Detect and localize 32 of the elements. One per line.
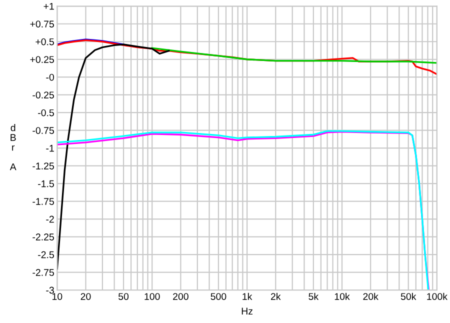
x-tick-label: 2k	[270, 292, 281, 300]
x-tick-label: 20k	[363, 292, 378, 300]
y-tick-label: +0.75	[30, 20, 54, 28]
x-axis-title: Hz	[242, 308, 253, 314]
y-tick-label: +0.5	[36, 38, 54, 46]
y-tick-label: -0.5	[38, 109, 54, 116]
y-tick-label: -2.25	[32, 234, 54, 240]
y-tick-label: -1.25	[32, 162, 54, 170]
x-tick-label: 10k	[334, 292, 350, 300]
y-tick-label: -3	[46, 286, 54, 294]
y-tick-label: -2.75	[32, 269, 54, 276]
x-tick-label: 50k	[400, 292, 416, 300]
x-tick-label: 20	[80, 293, 91, 300]
x-tick-label: 10	[52, 293, 62, 300]
y-tick-label: -0.25	[32, 92, 54, 98]
y-tick-label: -2.5	[38, 251, 54, 258]
y-tick-label: -1.75	[32, 198, 54, 205]
y-tick-label: -0	[46, 74, 54, 81]
x-tick-label: 100	[144, 293, 160, 300]
x-tick-label: 5k	[308, 292, 319, 300]
x-tick-label: 1k	[242, 292, 252, 300]
y-tick-label: -0.75	[32, 127, 54, 134]
y-tick-label: -1	[46, 144, 54, 152]
x-tick-label: 200	[173, 293, 188, 300]
y-tick-label: +0.25	[30, 56, 54, 63]
y-tick-label: -2	[46, 216, 54, 223]
x-tick-label: 100k	[427, 292, 448, 300]
x-tick-label: 500	[210, 293, 226, 300]
y-tick-label: -1.5	[38, 180, 54, 188]
y-tick-label: +1	[44, 2, 54, 10]
text: d B r A	[10, 124, 16, 170]
x-tick-label: 50	[118, 293, 129, 300]
